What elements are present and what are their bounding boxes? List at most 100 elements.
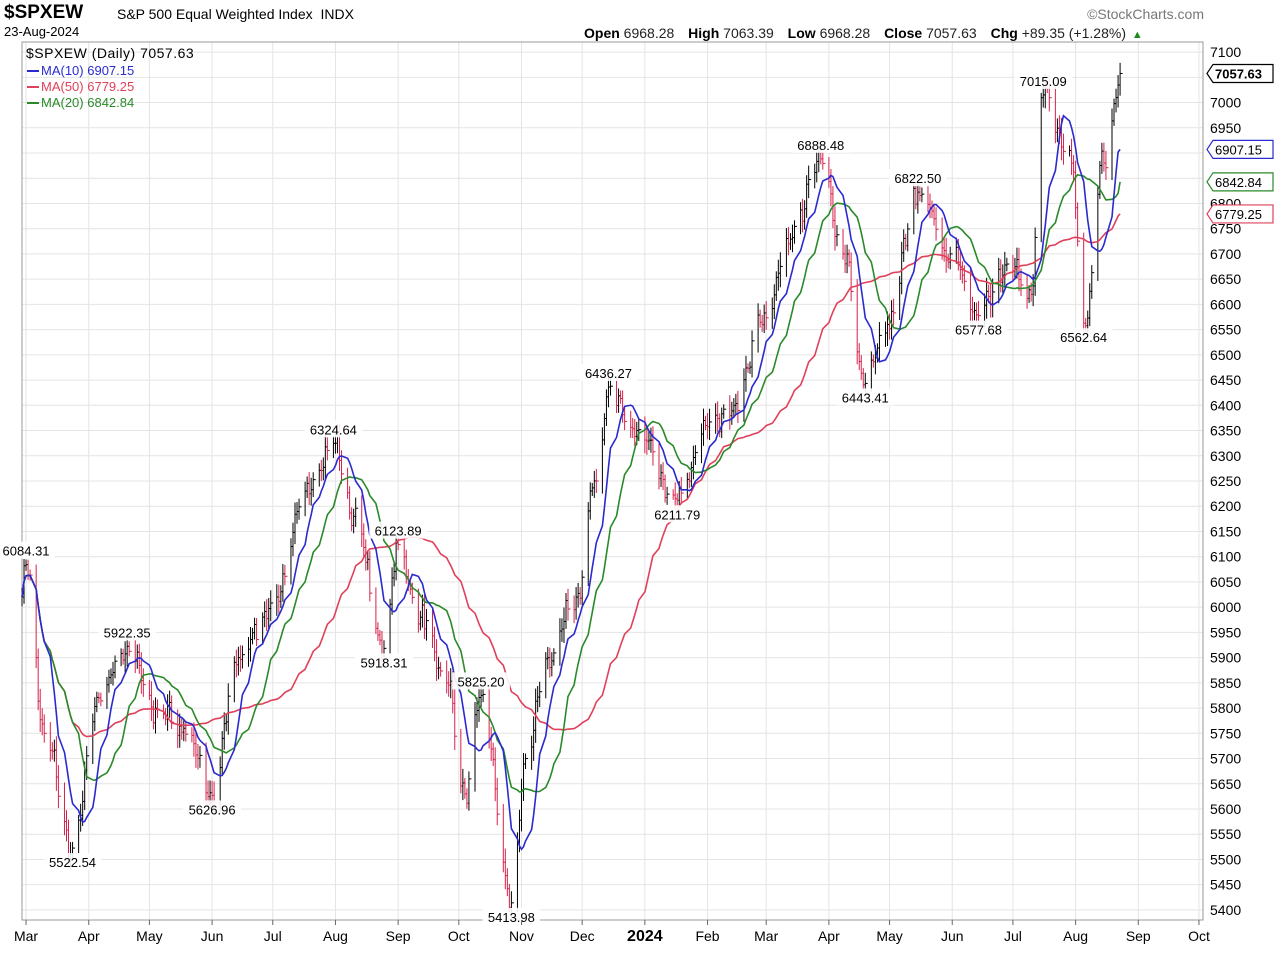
y-tick-label: 6400 bbox=[1210, 397, 1241, 413]
stockcharts-logo[interactable]: ©StockCharts.com bbox=[1087, 6, 1204, 22]
legend-ma10: MA(10) 6907.15 bbox=[41, 63, 134, 78]
y-tick-label: 5700 bbox=[1210, 751, 1241, 767]
annotation-bg bbox=[836, 388, 895, 406]
y-tick-label: 6650 bbox=[1210, 271, 1241, 287]
legend-ma50: MA(50) 6779.25 bbox=[41, 79, 134, 94]
annotation-bg bbox=[1014, 71, 1073, 89]
y-tick-label: 6000 bbox=[1210, 599, 1241, 615]
open-value: 6968.28 bbox=[623, 25, 675, 41]
annotation-bg bbox=[183, 800, 241, 818]
annotation-bg bbox=[482, 907, 541, 925]
y-tick-label: 5850 bbox=[1210, 675, 1241, 691]
annotation-label: 6562.64 bbox=[1060, 330, 1107, 345]
y-tick-label: 7000 bbox=[1210, 95, 1241, 111]
annotation-bg bbox=[355, 653, 413, 671]
y-tick-label: 5800 bbox=[1210, 700, 1241, 716]
y-axis: 5400 5450 5500 5550 5600 5650 5700 5750 5800 5850… bbox=[1206, 44, 1274, 918]
x-tick-label: Sep bbox=[386, 928, 411, 944]
y-tick-label: 6350 bbox=[1210, 423, 1241, 439]
y-tick-label: 6750 bbox=[1210, 221, 1241, 237]
low-label: Low bbox=[787, 25, 816, 41]
y-tick-label: 5650 bbox=[1210, 776, 1241, 792]
y-tick-label: 5450 bbox=[1210, 877, 1241, 893]
legend: $SPXEW (Daily) 7057.63 MA(10) 6907.15MA(5… bbox=[26, 45, 194, 110]
annotation-bg bbox=[648, 505, 707, 523]
axis-value-label: 7057.63 bbox=[1215, 66, 1262, 81]
axis-value-tag bbox=[1206, 204, 1274, 224]
x-tick-label: Dec bbox=[570, 928, 595, 944]
y-tick-label: 6950 bbox=[1210, 120, 1241, 136]
annotation-label: 6211.79 bbox=[654, 507, 700, 522]
annotation-label: 6084.31 bbox=[3, 544, 50, 559]
y-tick-label: 5600 bbox=[1210, 801, 1241, 817]
annotation-bg bbox=[0, 541, 55, 559]
axis-value-tag bbox=[1206, 172, 1274, 192]
annotation-label: 5825.20 bbox=[458, 674, 505, 689]
y-tick-label: 6700 bbox=[1210, 246, 1241, 262]
annotation-bg bbox=[304, 420, 363, 438]
close-label: Close bbox=[884, 25, 923, 41]
open-label: Open bbox=[584, 25, 620, 41]
x-tick-label: Mar bbox=[14, 928, 38, 944]
annotation-label: 6822.50 bbox=[894, 171, 941, 186]
x-tick-label: Jul bbox=[264, 928, 282, 944]
index-name: S&P 500 Equal Weighted Index bbox=[117, 6, 313, 22]
x-tick-label: Oct bbox=[1188, 928, 1210, 944]
annotation-label: 5413.98 bbox=[488, 910, 535, 925]
high-value: 7063.39 bbox=[723, 25, 774, 41]
annotation-bg bbox=[949, 320, 1008, 338]
x-tick-label: 2024 bbox=[627, 928, 663, 945]
y-tick-label: 7100 bbox=[1210, 44, 1241, 60]
annotation-bg bbox=[1054, 328, 1113, 346]
annotation-bg bbox=[579, 364, 638, 382]
x-tick-label: May bbox=[136, 928, 162, 944]
close-value: 7057.63 bbox=[926, 25, 977, 41]
x-tick-label: Jun bbox=[941, 928, 964, 944]
chg-value: +89.35 (+1.28%) bbox=[1021, 25, 1126, 41]
annotation-label: 7015.09 bbox=[1020, 74, 1067, 89]
moving-averages bbox=[21, 114, 1121, 851]
x-tick-label: Apr bbox=[818, 928, 840, 944]
y-tick-label: 6100 bbox=[1210, 549, 1241, 565]
legend-price: $SPXEW (Daily) 7057.63 bbox=[26, 45, 194, 61]
annotation-bg bbox=[369, 521, 428, 539]
y-tick-label: 5400 bbox=[1210, 902, 1241, 918]
axis-value-label: 6779.25 bbox=[1215, 207, 1262, 222]
low-value: 6968.28 bbox=[819, 25, 871, 41]
chart-date: 23-Aug-2024 bbox=[4, 24, 80, 39]
x-tick-label: Nov bbox=[509, 928, 534, 944]
annotation-bg bbox=[791, 135, 850, 153]
legend-ma20: MA(20) 6842.84 bbox=[41, 95, 134, 110]
ma20-line bbox=[21, 174, 1121, 793]
axis-value-tag bbox=[1206, 139, 1274, 160]
x-tick-label: Jul bbox=[1004, 928, 1022, 944]
high-label: High bbox=[688, 25, 720, 41]
grid-lines bbox=[22, 42, 1203, 920]
y-tick-label: 5550 bbox=[1210, 826, 1241, 842]
annotation-label: 6888.48 bbox=[797, 138, 844, 153]
annotation-bg bbox=[43, 853, 102, 871]
y-tick-label: 6600 bbox=[1210, 296, 1241, 312]
y-tick-label: 6300 bbox=[1210, 448, 1241, 464]
annotation-label: 6577.68 bbox=[955, 323, 1002, 338]
x-tick-label: Mar bbox=[754, 928, 778, 944]
y-tick-label: 5950 bbox=[1210, 624, 1241, 640]
y-tick-label: 6450 bbox=[1210, 372, 1241, 388]
x-axis: Mar Apr May Jun Jul Aug Sep Oct Nov Dec 2024 Feb Mar… bbox=[14, 920, 1210, 945]
annotation-label: 6443.41 bbox=[842, 390, 889, 405]
annotation-bg bbox=[452, 672, 510, 690]
annotations: 6084.31 5522.54 5922.35 5626.96 6324.64 6123.… bbox=[0, 71, 1113, 925]
ma50-line bbox=[21, 213, 1121, 738]
x-tick-label: Jun bbox=[201, 928, 224, 944]
y-tick-label: 6050 bbox=[1210, 574, 1241, 590]
annotation-label: 5922.35 bbox=[104, 625, 151, 640]
chg-label: Chg bbox=[990, 25, 1018, 41]
annotation-bg bbox=[98, 623, 157, 641]
y-tick-label: 6200 bbox=[1210, 498, 1241, 514]
plot-frame bbox=[21, 41, 1204, 921]
y-tick-label: 5750 bbox=[1210, 725, 1241, 741]
chart-index-name: S&P 500 Equal Weighted Index INDX bbox=[117, 6, 354, 22]
y-tick-label: 5500 bbox=[1210, 851, 1241, 867]
annotation-label: 5626.96 bbox=[189, 802, 236, 817]
